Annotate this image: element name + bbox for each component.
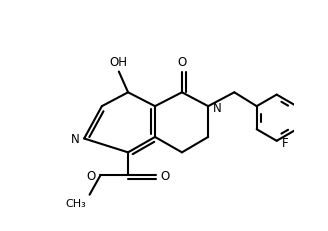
Text: N: N <box>213 102 221 115</box>
Text: F: F <box>282 136 289 149</box>
Text: O: O <box>87 169 96 182</box>
Text: O: O <box>177 56 187 69</box>
Text: OH: OH <box>110 56 128 69</box>
Text: CH₃: CH₃ <box>66 198 87 208</box>
Text: O: O <box>160 169 170 182</box>
Text: N: N <box>71 132 80 145</box>
